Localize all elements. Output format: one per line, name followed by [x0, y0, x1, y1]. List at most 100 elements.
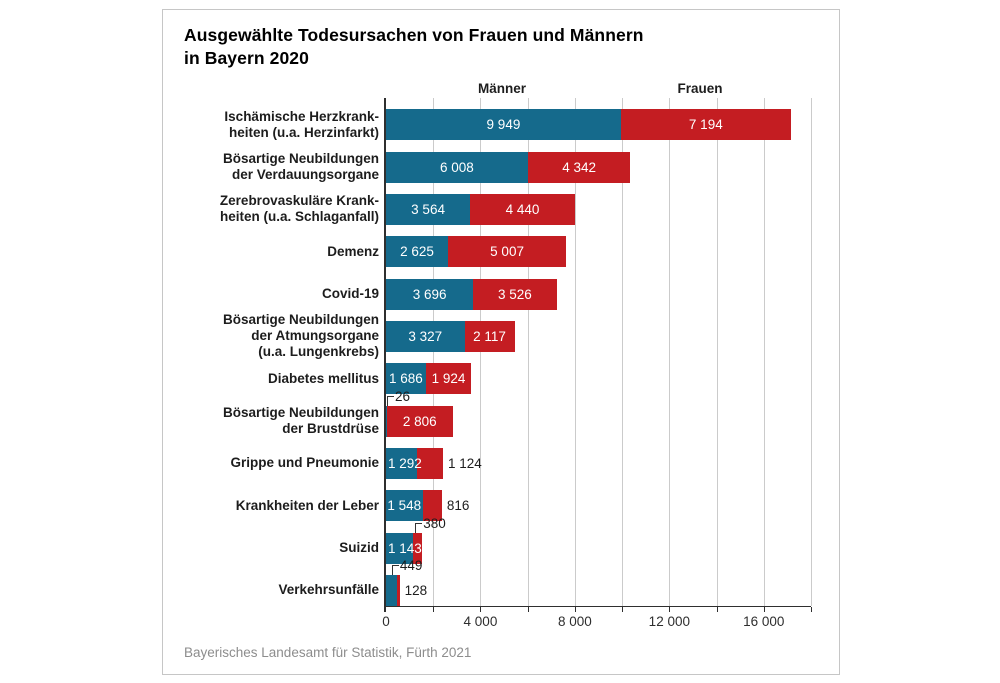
bar-women: 4 342 — [527, 151, 631, 183]
gridline — [433, 98, 435, 606]
bar-women — [396, 574, 400, 606]
bar-women: 2 806 — [386, 405, 453, 437]
source-note: Bayerisches Landesamt für Statistik, Für… — [184, 645, 472, 660]
value-label-men: 1 292 — [388, 455, 422, 471]
chart-row: Zerebrovaskuläre Krank- heiten (u.a. Sch… — [163, 183, 841, 225]
gridline — [811, 98, 812, 606]
x-axis-tick-label: 0 — [382, 614, 390, 629]
value-label-women: 4 440 — [505, 201, 540, 217]
bar-group: 1 292 1 124 — [386, 447, 482, 479]
x-axis-tick — [480, 607, 482, 612]
value-label-women: 3 526 — [497, 286, 532, 302]
value-label-women: 5 007 — [490, 244, 524, 260]
x-axis-line — [384, 605, 811, 607]
gridline — [669, 98, 671, 606]
category-label: Zerebrovaskuläre Krank- heiten (u.a. Sch… — [219, 193, 379, 225]
value-label-men: 1 548 — [387, 498, 422, 514]
bar-men: 6 008 — [386, 151, 528, 183]
gridline — [527, 98, 529, 606]
bar-group: 3 696 3 526 — [386, 278, 557, 310]
x-axis-tick — [811, 607, 812, 612]
gridline — [622, 98, 624, 606]
chart-row: Diabetes mellitus 1 686 1 924 — [163, 352, 841, 395]
gridline — [763, 98, 765, 606]
column-header-women: Frauen — [677, 81, 723, 96]
bar-women — [416, 447, 444, 479]
value-label-men: 3 564 — [411, 201, 445, 217]
x-axis-tick-label: 12 000 — [648, 614, 690, 629]
x-axis-tick — [763, 607, 765, 612]
bar-men: 9 949 — [386, 109, 621, 141]
value-label-men: 6 008 — [440, 159, 474, 175]
value-label-women: 2 806 — [402, 413, 437, 429]
bar-men: 1 143 — [386, 532, 422, 564]
bar-women: 5 007 — [447, 236, 567, 268]
x-axis-tick-label: 4 000 — [463, 614, 498, 629]
value-label-men: 9 949 — [486, 117, 521, 133]
callout-men: 26 — [387, 389, 410, 406]
gridline — [716, 98, 718, 606]
category-label: Bösartige Neubildungen der Verdauungsorg… — [222, 151, 379, 183]
value-label-women: 816 — [446, 498, 470, 514]
category-label: Bösartige Neubildungen der Atmungsorgane… — [222, 312, 379, 360]
bar-men: 3 327 — [386, 320, 465, 352]
chart-row: Suizid 1 143 380 — [163, 516, 841, 564]
value-label-men: 3 696 — [412, 286, 447, 302]
category-label: Covid-19 — [321, 286, 379, 302]
bar-group: 1 686 1 924 — [386, 363, 472, 395]
x-axis-tick — [433, 607, 435, 612]
bar-group: 6 008 4 342 — [386, 151, 631, 183]
bar-women: 2 117 — [464, 320, 515, 352]
bar-group: 2 625 5 007 — [386, 236, 567, 268]
category-label: Diabetes mellitus — [267, 370, 379, 386]
value-label-women: 4 342 — [562, 159, 596, 175]
value-label-men: 3 327 — [408, 328, 443, 344]
bar-men: 1 292 — [386, 447, 422, 479]
bar-group: 1 548 816 — [386, 490, 470, 522]
bar-group: 2 806 26 — [386, 389, 453, 437]
category-label: Bösartige Neubildungen der Brustdrüse — [222, 405, 379, 437]
column-header-men: Männer — [477, 81, 527, 96]
category-label: Grippe und Pneumonie — [230, 455, 379, 471]
bar-women: 7 194 — [620, 109, 791, 141]
value-label-women: 1 924 — [431, 371, 466, 387]
bar-men: 3 564 — [386, 193, 471, 225]
bar-women — [422, 490, 442, 522]
chart-row: Bösartige Neubildungen der Atmungsorgane… — [163, 310, 841, 360]
category-label: Krankheiten der Leber — [235, 497, 379, 513]
x-axis-tick-label: 16 000 — [743, 614, 785, 629]
category-label: Demenz — [327, 243, 379, 259]
value-label-men: 1 686 — [389, 371, 423, 387]
plot-rows: Ischämische Herzkrank- heiten (u.a. Herz… — [163, 98, 841, 606]
bar-group: 3 564 4 440 — [386, 193, 575, 225]
callout-women: 380 — [415, 516, 446, 533]
value-label-women: 7 194 — [688, 117, 723, 133]
gridline — [480, 98, 482, 606]
x-axis-tick — [527, 607, 529, 612]
bar-group: 1 143 380 — [386, 516, 446, 564]
callout-men-label: 449 — [399, 557, 423, 573]
chart-row: Krankheiten der Leber 1 548 816 — [163, 479, 841, 522]
chart-row: Verkehrsunfälle 128 449 — [163, 558, 841, 606]
bar-men — [386, 574, 397, 606]
callout-women-label: 380 — [423, 515, 446, 531]
value-label-men: 2 625 — [400, 244, 434, 260]
x-axis-tick-label: 8 000 — [557, 614, 592, 629]
x-axis-labels: 0 4 000 8 000 12 000 16 000 — [382, 614, 811, 632]
category-label: Suizid — [339, 540, 379, 556]
bar-women: 4 440 — [470, 193, 575, 225]
chart-row: Demenz 2 625 5 007 — [163, 225, 841, 268]
value-label-women: 128 — [404, 582, 428, 598]
bar-group: 3 327 2 117 — [386, 320, 515, 352]
bar-women: 3 526 — [473, 278, 557, 310]
chart-row: Bösartige Neubildungen der Verdauungsorg… — [163, 140, 841, 183]
chart-row: Ischämische Herzkrank- heiten (u.a. Herz… — [163, 98, 841, 141]
value-label-women: 1 124 — [448, 455, 482, 471]
chart-card: Ausgewählte Todesursachen von Frauen und… — [162, 9, 840, 675]
x-axis-tick — [669, 607, 671, 612]
callout-men: 449 — [391, 558, 422, 575]
category-label: Verkehrsunfälle — [278, 582, 379, 598]
chart-row: Covid-19 3 696 3 526 — [163, 267, 841, 310]
plot-grid — [384, 98, 812, 612]
callout-men-label: 26 — [395, 388, 411, 404]
